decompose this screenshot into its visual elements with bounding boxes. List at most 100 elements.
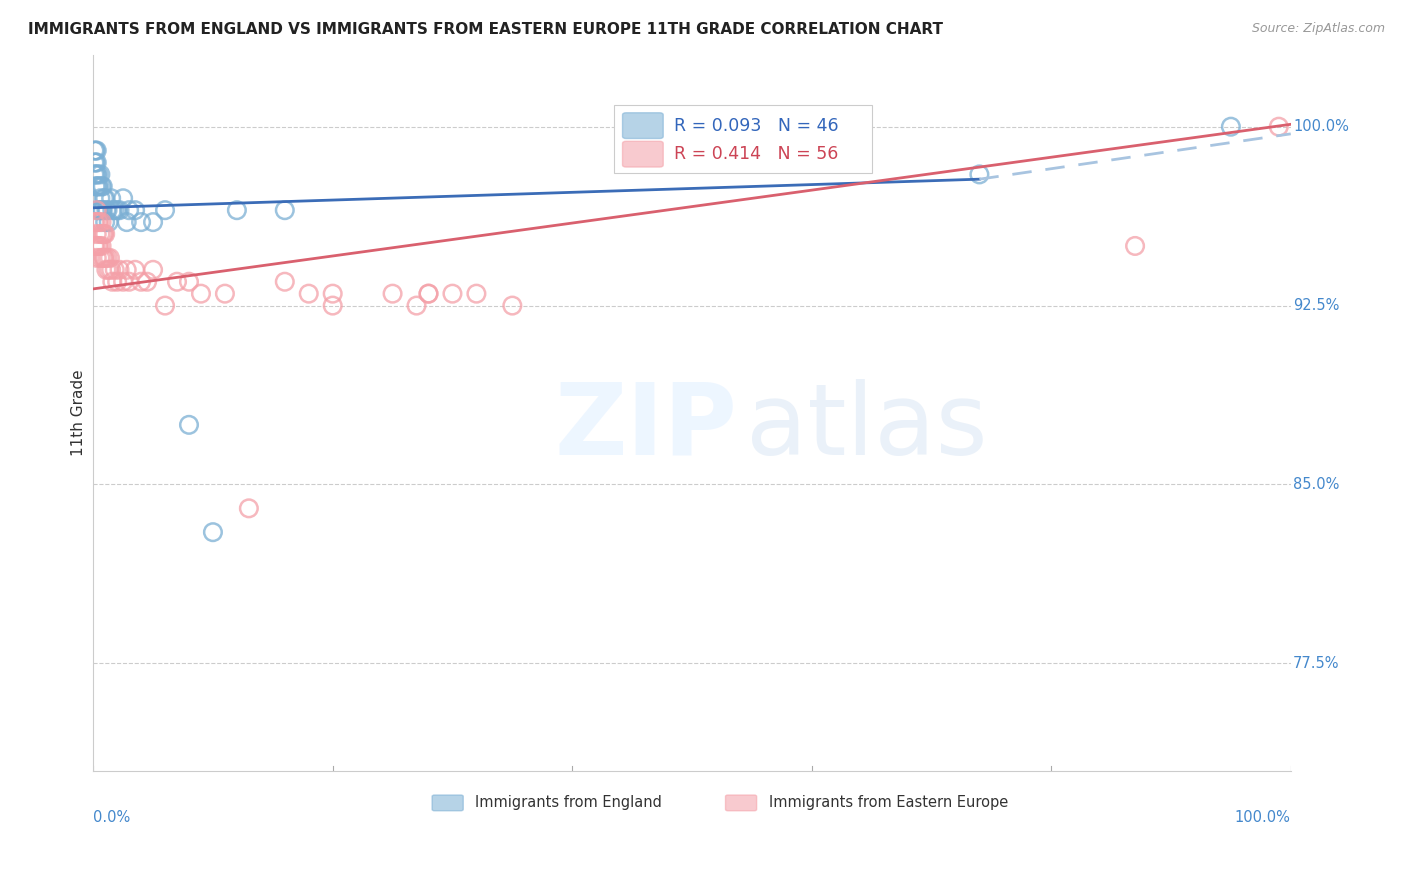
Point xyxy=(89,203,111,218)
Point xyxy=(190,286,212,301)
Text: IMMIGRANTS FROM ENGLAND VS IMMIGRANTS FROM EASTERN EUROPE 11TH GRADE CORRELATION: IMMIGRANTS FROM ENGLAND VS IMMIGRANTS FR… xyxy=(28,22,943,37)
Point xyxy=(153,203,176,218)
Point xyxy=(98,251,121,265)
Point xyxy=(177,417,200,432)
Point xyxy=(86,168,108,182)
Point xyxy=(322,299,344,313)
Point xyxy=(214,286,236,301)
Point xyxy=(86,155,108,169)
Point xyxy=(105,203,128,218)
Point xyxy=(96,262,118,277)
Text: ZIP: ZIP xyxy=(554,379,737,475)
Text: R = 0.093   N = 46: R = 0.093 N = 46 xyxy=(673,117,838,135)
Point xyxy=(83,239,105,253)
Point xyxy=(87,215,110,229)
Point xyxy=(87,168,110,182)
Point xyxy=(501,299,523,313)
Point xyxy=(90,179,112,194)
Text: 92.5%: 92.5% xyxy=(1294,298,1340,313)
Point xyxy=(322,286,344,301)
Point xyxy=(86,144,108,158)
Point xyxy=(105,275,128,289)
Point xyxy=(91,227,114,241)
Point xyxy=(142,262,165,277)
Point xyxy=(465,286,488,301)
Point xyxy=(93,191,115,205)
Point xyxy=(201,525,224,540)
Point xyxy=(118,203,141,218)
FancyBboxPatch shape xyxy=(623,141,664,167)
Point xyxy=(298,286,321,301)
Point xyxy=(225,203,247,218)
Point xyxy=(84,168,107,182)
Point xyxy=(108,262,131,277)
Point xyxy=(124,262,146,277)
Point xyxy=(84,144,107,158)
Text: 100.0%: 100.0% xyxy=(1234,810,1291,825)
Text: 85.0%: 85.0% xyxy=(1294,477,1340,492)
FancyBboxPatch shape xyxy=(614,105,872,173)
Point xyxy=(1123,239,1146,253)
Point xyxy=(238,501,260,516)
Point xyxy=(89,168,111,182)
Point xyxy=(104,203,127,218)
Point xyxy=(108,203,131,218)
Point xyxy=(441,286,464,301)
FancyBboxPatch shape xyxy=(725,795,756,811)
Y-axis label: 11th Grade: 11th Grade xyxy=(72,369,86,456)
Point xyxy=(96,203,118,218)
Point xyxy=(97,262,120,277)
Point xyxy=(118,275,141,289)
Point xyxy=(129,215,152,229)
Point xyxy=(115,262,138,277)
Point xyxy=(1268,120,1291,134)
Point xyxy=(87,239,110,253)
Point xyxy=(93,251,115,265)
Point xyxy=(89,215,111,229)
Point xyxy=(83,155,105,169)
Point xyxy=(97,215,120,229)
Text: atlas: atlas xyxy=(745,379,987,475)
Text: 0.0%: 0.0% xyxy=(93,810,131,825)
Point xyxy=(100,262,122,277)
Point xyxy=(90,215,112,229)
FancyBboxPatch shape xyxy=(432,795,463,811)
Point xyxy=(91,203,114,218)
Point xyxy=(89,179,111,194)
Text: 100.0%: 100.0% xyxy=(1294,120,1348,134)
Point xyxy=(91,251,114,265)
Point xyxy=(94,251,117,265)
Point xyxy=(112,275,135,289)
Point xyxy=(86,203,108,218)
Point xyxy=(94,227,117,241)
Point xyxy=(115,215,138,229)
Point xyxy=(142,215,165,229)
Point xyxy=(129,275,152,289)
Point xyxy=(94,191,117,205)
Point xyxy=(84,179,107,194)
Point xyxy=(96,251,118,265)
Point xyxy=(124,203,146,218)
Point xyxy=(1219,120,1241,134)
Point xyxy=(89,251,111,265)
Point xyxy=(405,299,427,313)
Point xyxy=(84,215,107,229)
Point xyxy=(84,155,107,169)
Point xyxy=(86,179,108,194)
Point xyxy=(274,275,297,289)
Point xyxy=(93,227,115,241)
Point xyxy=(86,227,108,241)
Point xyxy=(87,203,110,218)
Point xyxy=(101,203,124,218)
Point xyxy=(91,179,114,194)
Point xyxy=(94,215,117,229)
Point xyxy=(89,191,111,205)
Point xyxy=(418,286,440,301)
FancyBboxPatch shape xyxy=(623,112,664,138)
Point xyxy=(136,275,159,289)
Point xyxy=(89,239,111,253)
Point xyxy=(87,179,110,194)
Point xyxy=(101,275,124,289)
Point xyxy=(83,144,105,158)
Point xyxy=(89,227,111,241)
